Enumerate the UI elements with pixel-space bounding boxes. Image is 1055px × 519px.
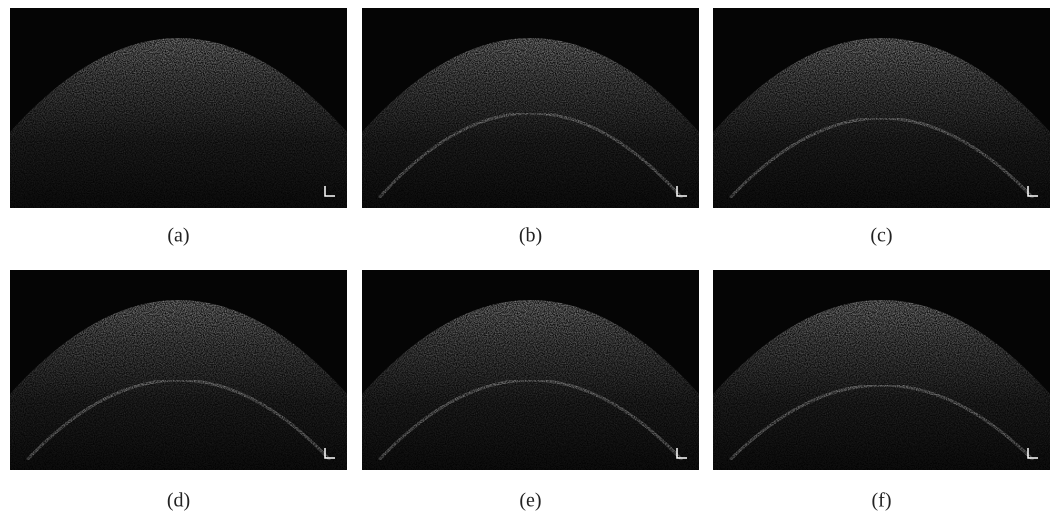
tissue-dome: [10, 38, 347, 208]
panel-label: (f): [872, 490, 892, 512]
tissue-dome: [10, 300, 347, 470]
scale-bar: [676, 448, 687, 459]
tissue-dome: [362, 38, 699, 208]
scale-bar: [676, 186, 687, 197]
tissue-dome: [362, 300, 699, 470]
scale-bar: [1027, 448, 1038, 459]
panel-label: (e): [519, 490, 541, 512]
oct-image: [713, 270, 1050, 470]
oct-image: [362, 8, 699, 208]
oct-image: [10, 270, 347, 470]
bright-layer: [377, 378, 684, 462]
bright-layer: [25, 378, 332, 462]
panel-label: (c): [870, 225, 892, 247]
panel-label: (a): [167, 225, 189, 247]
bright-layer: [728, 116, 1035, 200]
panel-label: (d): [167, 490, 190, 512]
oct-image: [362, 270, 699, 470]
oct-image: [713, 8, 1050, 208]
scale-bar: [324, 186, 335, 197]
scale-bar: [1027, 186, 1038, 197]
oct-image: [10, 8, 347, 208]
bright-layer: [377, 111, 684, 199]
panel-label: (b): [519, 225, 542, 247]
tissue-dome: [713, 38, 1050, 208]
bright-layer: [728, 383, 1035, 462]
scale-bar: [324, 448, 335, 459]
